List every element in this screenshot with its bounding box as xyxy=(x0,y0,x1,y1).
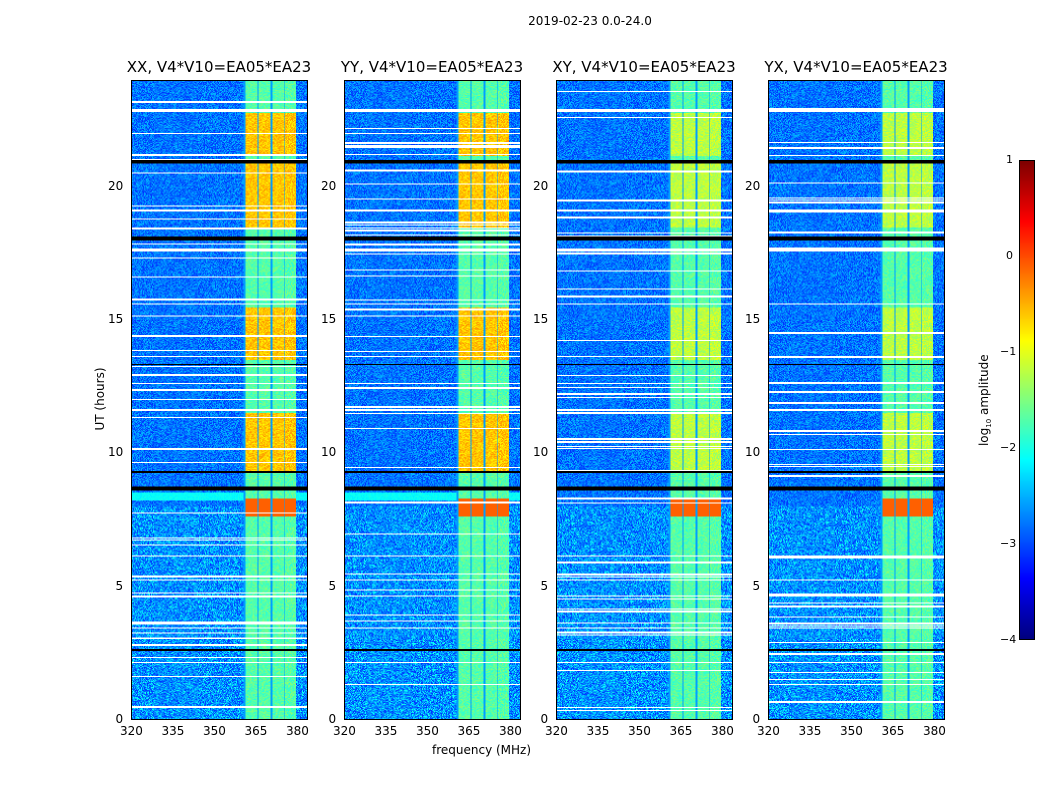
spectrogram-panel-2 xyxy=(556,80,733,720)
spectrogram-panel-1 xyxy=(344,80,521,720)
y-tick-label: 15 xyxy=(745,312,761,326)
y-tick-label: 0 xyxy=(115,712,124,726)
spectrogram-panel-3 xyxy=(768,80,945,720)
colorbar-tick-label: −1 xyxy=(1000,345,1017,358)
y-tick-label: 0 xyxy=(752,712,761,726)
y-tick-label: 10 xyxy=(108,445,124,460)
colorbar-tick-label: −2 xyxy=(1000,441,1017,454)
y-tick-label: 10 xyxy=(745,445,761,460)
x-tick-label: 365 xyxy=(881,724,905,738)
y-tick-label: 5 xyxy=(328,578,337,593)
x-tick-label: 350 xyxy=(415,724,439,738)
y-tick-label: 15 xyxy=(533,312,549,326)
y-tick-label: 20 xyxy=(108,178,124,193)
y-tick-label: 0 xyxy=(540,712,549,726)
x-tick-label: 320 xyxy=(545,724,568,738)
x-axis-label: frequency (MHz) xyxy=(432,743,532,757)
y-tick-label: 20 xyxy=(321,178,337,193)
x-tick-label: 320 xyxy=(120,724,143,738)
x-tick-label: 320 xyxy=(757,724,780,738)
x-tick-label: 380 xyxy=(498,724,522,738)
y-tick-label: 5 xyxy=(752,578,761,593)
y-tick-label: 15 xyxy=(108,312,124,326)
y-tick-label: 0 xyxy=(328,712,337,726)
colorbar-label: log10 amplitude xyxy=(976,354,994,447)
panel-title: XY, V4*V10=EA05*EA23 xyxy=(552,58,736,76)
panel-title: YY, V4*V10=EA05*EA23 xyxy=(340,58,524,76)
y-tick-label: 20 xyxy=(745,178,761,193)
y-tick-label: 10 xyxy=(321,445,337,460)
colorbar-tick-label: −4 xyxy=(1000,633,1017,646)
panel-title: XX, V4*V10=EA05*EA23 xyxy=(126,58,312,76)
x-tick-label: 350 xyxy=(627,724,651,738)
x-tick-label: 365 xyxy=(244,724,268,738)
y-tick-label: 10 xyxy=(533,445,549,460)
y-tick-label: 20 xyxy=(533,178,549,193)
y-tick-label: 5 xyxy=(540,578,549,593)
x-tick-label: 335 xyxy=(374,724,398,738)
x-tick-label: 320 xyxy=(333,724,356,738)
x-tick-label: 335 xyxy=(798,724,822,738)
x-tick-label: 350 xyxy=(839,724,863,738)
x-tick-label: 335 xyxy=(586,724,610,738)
figure-title: 2019-02-23 0.0-24.0 xyxy=(528,14,652,28)
x-tick-label: 365 xyxy=(669,724,693,738)
colorbar-tick-label: 0 xyxy=(1006,249,1013,262)
x-tick-label: 380 xyxy=(922,724,946,738)
x-tick-label: 335 xyxy=(161,724,185,738)
colorbar-tick-label: −3 xyxy=(1000,537,1017,550)
panel-title: YX, V4*V10=EA05*EA23 xyxy=(764,58,948,76)
colorbar xyxy=(1019,160,1035,640)
x-tick-label: 380 xyxy=(710,724,734,738)
colorbar-tick-label: 1 xyxy=(1006,153,1013,166)
spectrogram-panel-0 xyxy=(131,80,308,720)
x-tick-label: 365 xyxy=(457,724,481,738)
x-tick-label: 380 xyxy=(285,724,309,738)
y-tick-label: 15 xyxy=(321,312,337,326)
y-axis-label: UT (hours) xyxy=(93,367,107,431)
x-tick-label: 350 xyxy=(202,724,226,738)
y-tick-label: 5 xyxy=(115,578,124,593)
